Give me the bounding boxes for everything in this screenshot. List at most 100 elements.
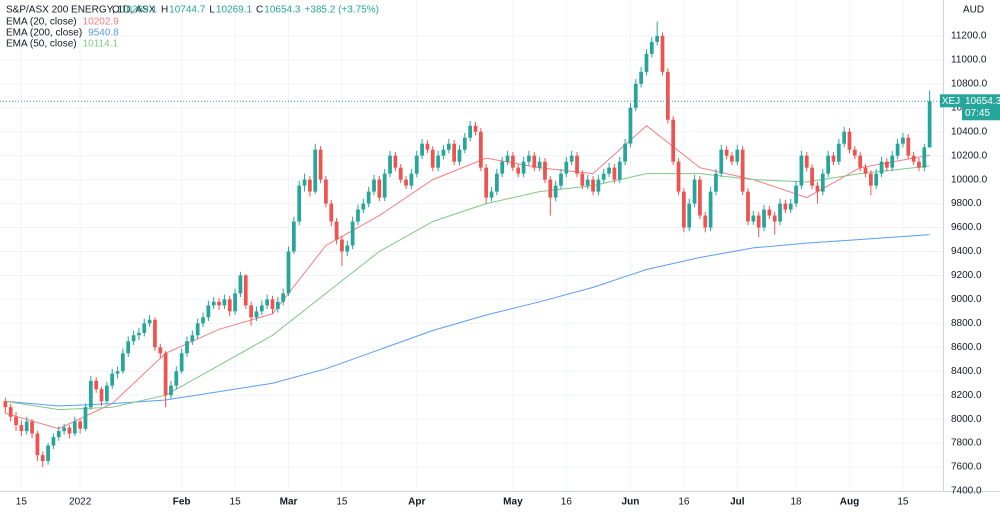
ohlc-key: L	[209, 5, 215, 16]
candle-body	[382, 173, 387, 198]
x-tick-label: 2022	[69, 497, 92, 508]
candle-body	[185, 341, 189, 354]
candle-body	[505, 155, 510, 162]
candle-body	[612, 167, 617, 180]
y-tick-label: 7400.0	[951, 486, 982, 497]
candle-body	[3, 401, 8, 408]
candle-body	[56, 431, 61, 438]
y-tick-label: 8800.0	[951, 318, 982, 329]
legend-entry: EMA (50, close)	[6, 39, 77, 50]
candle-body	[30, 421, 34, 434]
candle-body	[644, 53, 649, 72]
ohlc-change: +385.2 (+3.75%)	[304, 5, 379, 16]
chart-title: S&P/ASX 200 ENERGY, 1D, ASX	[6, 5, 156, 16]
y-tick-label: 11200.0	[951, 31, 987, 42]
candle-body	[698, 179, 702, 216]
candle-body	[639, 71, 644, 84]
candle-body	[211, 301, 216, 306]
candle-body	[126, 341, 131, 354]
candle-body	[564, 161, 569, 174]
candle-body	[655, 35, 660, 42]
x-tick-label: Mar	[280, 497, 298, 508]
candle-body	[163, 353, 168, 396]
x-tick-label: Jul	[730, 497, 745, 508]
candle-body	[281, 293, 286, 302]
candle-body	[104, 385, 109, 402]
candle-body	[879, 161, 884, 174]
candle-body	[88, 380, 93, 408]
candle-body	[740, 149, 745, 192]
candle-body	[329, 203, 334, 222]
candle-body	[724, 149, 729, 156]
legend-value: 10202.9	[83, 17, 120, 28]
y-tick-label: 8200.0	[951, 390, 982, 401]
x-tick-label: Feb	[173, 497, 191, 508]
candle-body	[308, 179, 312, 192]
candle-body	[489, 191, 494, 198]
candle-body	[607, 167, 611, 174]
candle-body	[19, 425, 24, 432]
candle-body	[131, 335, 136, 342]
candle-body	[259, 305, 264, 312]
candle-body	[820, 173, 825, 192]
legend-value: 10114.1	[83, 39, 119, 50]
candle-body	[553, 185, 558, 198]
candle-body	[911, 155, 916, 162]
candle-body	[927, 101, 932, 148]
last-price-label: 10654.3	[965, 96, 1000, 107]
candle-body	[527, 155, 531, 162]
candle-body	[714, 173, 718, 192]
candle-body	[275, 301, 280, 309]
candle-body	[633, 83, 638, 108]
candle-body	[356, 209, 360, 222]
y-tick-label: 9600.0	[951, 222, 982, 233]
candle-body	[596, 179, 601, 192]
candle-body	[836, 143, 841, 162]
candle-body	[78, 421, 83, 429]
candle-body	[676, 161, 681, 192]
candle-body	[687, 203, 692, 228]
candle-body	[799, 155, 804, 186]
candle-body	[286, 251, 291, 294]
candle-body	[901, 137, 905, 144]
candle-body	[377, 179, 382, 198]
candle-body	[324, 179, 328, 204]
candle-body	[366, 191, 371, 204]
x-tick-label: 16	[678, 497, 690, 508]
candle-body	[153, 319, 157, 348]
candle-body	[746, 191, 750, 222]
ema-line	[5, 125, 930, 430]
symbol-label: XEJ	[942, 96, 960, 107]
candle-body	[169, 385, 173, 396]
candle-body	[559, 173, 563, 186]
x-tick-label: 15	[336, 497, 348, 508]
candle-body	[72, 421, 77, 434]
price-badge	[962, 94, 1000, 121]
ohlc-value: 10744.7	[169, 5, 206, 16]
y-tick-label: 8400.0	[951, 366, 982, 377]
candle-body	[735, 149, 740, 162]
candle-body	[719, 149, 724, 174]
candle-body	[569, 155, 574, 162]
candle-body	[730, 155, 734, 162]
candle-body	[115, 371, 120, 374]
candle-body	[457, 149, 462, 162]
candle-body	[623, 143, 627, 162]
candle-body	[815, 185, 820, 192]
candle-body	[628, 107, 633, 144]
candle-body	[842, 131, 847, 144]
x-tick-label: Aug	[840, 497, 859, 508]
candle-body	[756, 215, 761, 228]
candle-body	[703, 215, 708, 228]
ohlc-key: H	[161, 5, 168, 16]
candle-body	[243, 275, 248, 306]
candle-body	[682, 191, 686, 228]
candle-body	[783, 203, 788, 210]
candle-body	[388, 155, 392, 174]
candle-body	[46, 445, 50, 462]
candle-body	[265, 299, 270, 306]
candle-body	[890, 155, 895, 168]
candle-body	[484, 167, 489, 198]
candle-body	[313, 149, 318, 192]
